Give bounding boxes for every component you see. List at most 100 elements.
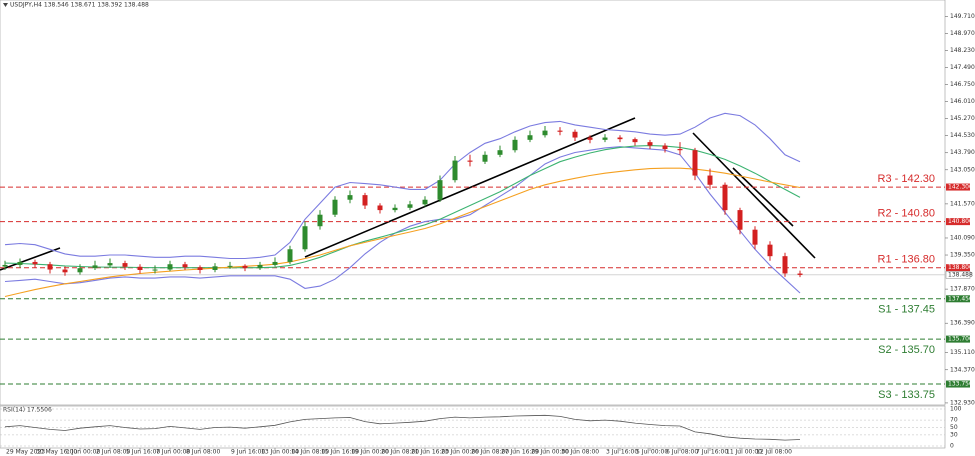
candle-body	[302, 226, 308, 250]
y-tick-label: 143.790	[950, 149, 975, 156]
level-label: R1 - 136.80	[878, 254, 935, 266]
main-panel	[0, 0, 946, 406]
x-tick-label: 1 Jun 00:00	[66, 449, 100, 456]
candle-body	[722, 184, 728, 211]
y-tick-label: 132.930	[950, 399, 975, 406]
level-label: S2 - 135.70	[878, 344, 935, 356]
trendline	[732, 167, 794, 227]
y-tick-label: 149.710	[950, 13, 975, 20]
candle-body	[377, 205, 383, 211]
level-tag	[946, 183, 970, 191]
y-tick-label: 139.350	[950, 252, 975, 259]
x-tick-label: 27 Jun 16:00	[501, 449, 539, 456]
candle-body	[767, 244, 773, 257]
level-tag-label: 135.700	[948, 336, 973, 343]
y-tick-label: 141.570	[950, 200, 975, 207]
candle-body	[707, 175, 713, 185]
level-tag	[946, 335, 970, 343]
x-tick-label: 13 Jun 00:00	[261, 449, 299, 456]
level-label: S3 - 133.75	[878, 389, 935, 401]
candle-body	[272, 261, 278, 265]
x-tick-label: 14 Jun 08:00	[291, 449, 329, 456]
candle-body	[77, 268, 83, 273]
candle-body	[752, 229, 758, 245]
level-tag-label: 142.300	[948, 184, 973, 191]
candle-body	[557, 130, 563, 132]
candle-body	[572, 131, 578, 138]
candle-body	[32, 261, 38, 265]
x-tick-label: 6 Jul 08:00	[666, 449, 698, 456]
candle-body	[107, 263, 113, 266]
candle-body	[542, 130, 548, 136]
candle-body	[407, 204, 413, 208]
candle-body	[527, 135, 533, 140]
y-tick-label: 148.970	[950, 30, 975, 37]
level-label: R2 - 140.80	[878, 208, 935, 220]
candle-body	[47, 264, 53, 270]
candle-body	[467, 160, 473, 162]
candle-body	[257, 264, 263, 269]
y-tick-label: 147.490	[950, 64, 975, 71]
indicator-line	[4, 167, 801, 298]
rsi-tick-label: 100	[950, 406, 962, 413]
candle-body	[167, 264, 173, 270]
x-tick-label: 20 Jun 08:00	[381, 449, 419, 456]
candle-body	[362, 195, 368, 206]
y-tick-label: 148.230	[950, 47, 975, 54]
candle-body	[437, 180, 443, 200]
rsi-tick-label: 0	[950, 443, 954, 450]
y-tick-label: 134.370	[950, 366, 975, 373]
rsi-panel	[0, 405, 946, 449]
x-tick-label: 29 May 2023	[6, 449, 45, 456]
level-tag	[946, 264, 970, 272]
x-tick-label: 11 Jul 00:00	[726, 449, 762, 456]
level-tag-label: 138.800	[948, 264, 973, 271]
trendlines	[0, 117, 816, 271]
candle-body	[137, 266, 143, 270]
x-tick-label: 7 Jun 00:00	[156, 449, 190, 456]
level-tag-label: 133.750	[948, 381, 973, 388]
y-tick-label: 136.390	[950, 320, 975, 327]
level-tag	[946, 218, 970, 226]
level-label: R3 - 142.30	[878, 173, 935, 185]
candle-body	[332, 199, 338, 215]
candle-body	[797, 273, 803, 275]
candle-body	[782, 256, 788, 274]
candle-body	[482, 154, 488, 162]
rsi-title: RSI(14) 17.5506	[3, 407, 52, 414]
x-tick-label: 9 Jun 16:00	[231, 449, 265, 456]
candle-body	[347, 195, 353, 200]
level-tag-label: 137.450	[948, 295, 973, 302]
x-tick-label: 3 Jul 16:00	[606, 449, 638, 456]
candle-body	[152, 269, 158, 271]
candle-body	[62, 269, 68, 273]
candle-body	[242, 265, 248, 269]
rsi-tick-label: 30	[950, 431, 958, 438]
trendline	[692, 132, 816, 259]
y-tick-label: 144.530	[950, 132, 975, 139]
y-tick-label: 143.050	[950, 166, 975, 173]
candle-body	[317, 214, 323, 227]
candle-body	[287, 249, 293, 262]
x-tick-label: 30 May 16:00	[36, 449, 77, 456]
candle-body	[497, 150, 503, 155]
x-tick-label: 23 Jun 00:00	[441, 449, 479, 456]
level-tag-label: 140.800	[948, 218, 973, 225]
x-tick-label: 2 Jun 08:00	[96, 449, 130, 456]
rsi-line	[4, 414, 801, 441]
x-tick-label: 29 Jun 00:00	[531, 449, 569, 456]
menu-icon	[3, 3, 8, 7]
rsi-tick-label: 70	[950, 417, 958, 424]
candle-body	[452, 160, 458, 181]
x-tick-label: 30 Jun 08:00	[561, 449, 599, 456]
candle-body	[122, 263, 128, 267]
candle-body	[632, 139, 638, 143]
x-tick-label: 26 Jun 08:00	[471, 449, 509, 456]
trendline	[0, 247, 61, 271]
x-tick-label: 12 Jul 08:00	[756, 449, 792, 456]
candle-body	[617, 137, 623, 140]
candle-body	[227, 265, 233, 267]
y-tick-label: 146.750	[950, 81, 975, 88]
